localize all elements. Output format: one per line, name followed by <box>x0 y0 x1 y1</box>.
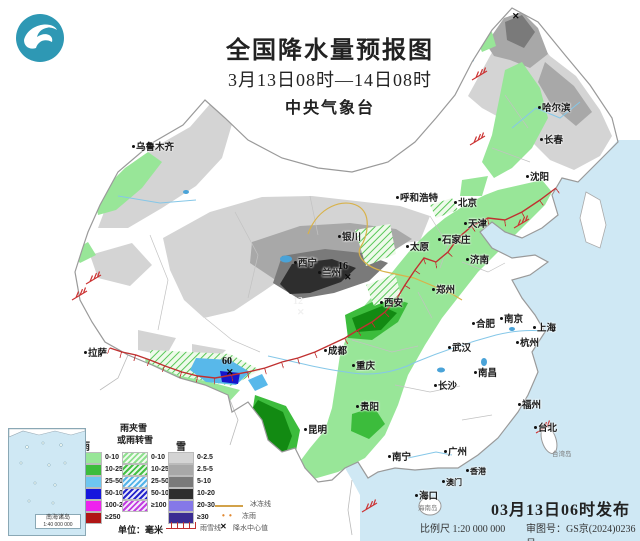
legend-range-label: 10-25 <box>105 466 123 473</box>
city-label: 天津 <box>464 220 487 231</box>
precip-center-value: 16 <box>338 261 348 272</box>
legend-header-snow: 雪 <box>176 442 186 453</box>
city-label: 太原 <box>406 243 429 254</box>
center-value-label: 降水中心值 <box>233 525 268 532</box>
legend-range-label: ≥30 <box>197 514 209 521</box>
city-label: 台北 <box>534 424 557 435</box>
city-label: 石家庄 <box>438 236 471 247</box>
precip-center-icon: ✕ <box>220 522 227 531</box>
south-china-sea-inset: 南海诸岛 1:40 000 000 <box>8 428 86 536</box>
city-label: 济南 <box>466 256 489 267</box>
freezing-rain-label: 冻雨 <box>242 513 256 520</box>
inset-caption: 南海诸岛 1:40 000 000 <box>35 514 81 530</box>
precip-center-value: 60 <box>222 356 232 367</box>
city-label: 澳门 <box>442 479 462 487</box>
island-label: 海南岛 <box>418 505 438 512</box>
freezing-rain-icon: • • <box>222 511 233 520</box>
legend-range-label: 0-10 <box>151 454 166 461</box>
legend-swatch <box>168 500 194 512</box>
city-label: 南京 <box>500 315 523 326</box>
city-label: 长沙 <box>434 382 457 393</box>
city-label: 银川 <box>338 233 361 244</box>
precip-center-icon: ✕ <box>226 367 234 377</box>
legend-swatch <box>168 476 194 488</box>
city-label: 拉萨 <box>84 349 107 360</box>
agency-name: 中央气象台 <box>284 100 375 117</box>
city-label: 杭州 <box>516 339 539 350</box>
legend-swatch <box>122 500 148 512</box>
legend-swatch <box>122 452 148 464</box>
precip-center-value: 12 <box>293 296 303 307</box>
inset-title: 南海诸岛 <box>45 515 70 521</box>
precip-center-icon: ✕ <box>297 307 305 317</box>
legend-range-label: ≥250 <box>105 514 121 521</box>
legend-swatch <box>168 464 194 476</box>
cma-logo-icon <box>16 14 64 62</box>
page-title: 全国降水量预报图 <box>226 38 434 64</box>
city-label: 长春 <box>540 136 563 147</box>
legend-unit: 单位：毫米 <box>118 525 164 535</box>
legend-range-label: 50-100 <box>105 490 127 497</box>
city-label: 海口 <box>415 492 438 503</box>
legend-range-label: 20-30 <box>197 502 215 509</box>
city-label: 呼和浩特 <box>396 194 438 205</box>
city-label: 昆明 <box>304 426 327 437</box>
freeze-line-icon <box>215 505 243 507</box>
city-label: 上海 <box>533 324 556 335</box>
legend-header-sleet: 或雨转雪 <box>117 435 154 445</box>
legend-range-label: 0-10 <box>105 454 120 461</box>
island-label: 台湾岛 <box>552 451 572 458</box>
legend-snow-column: 0-2.5 2.5-5 5-10 10-20 20-30 ≥30 <box>168 452 228 524</box>
city-label: 广州 <box>444 448 467 459</box>
city-label: 南昌 <box>474 369 497 380</box>
rain-snow-line-icon <box>166 522 196 529</box>
sea-area <box>345 140 640 541</box>
legend-sleet-column: 0-10 10-25 25-50 50-100 ≥100 <box>122 452 182 512</box>
precip-center-icon: ✕ <box>512 11 520 21</box>
legend-swatch <box>168 452 194 464</box>
city-label: 兰州 <box>318 269 341 280</box>
city-label: 合肥 <box>472 320 495 331</box>
legend-swatch <box>122 488 148 500</box>
legend-range-label: ≥100 <box>151 502 167 509</box>
map-approval-number: 审图号：GS京(2024)0236号 <box>526 524 636 541</box>
city-label: 香港 <box>466 468 486 476</box>
rain-snow-line-label: 雨雪线 <box>200 525 221 532</box>
city-label: 南宁 <box>388 453 411 464</box>
city-label: 武汉 <box>448 344 471 355</box>
inset-scale: 1:40 000 000 <box>43 522 73 529</box>
legend-range-label: 2.5-5 <box>197 466 213 473</box>
legend-range-label: 100-250 <box>105 502 131 509</box>
legend-swatch <box>122 464 148 476</box>
city-label: 哈尔滨 <box>538 104 571 115</box>
city-label: 沈阳 <box>526 173 549 184</box>
city-label: 乌鲁木齐 <box>132 143 174 154</box>
city-label: 成都 <box>324 347 347 358</box>
city-label: 福州 <box>518 401 541 412</box>
legend-range-label: 50-100 <box>151 490 173 497</box>
city-label: 重庆 <box>352 362 375 373</box>
legend-range-label: 10-20 <box>197 490 215 497</box>
city-label: 郑州 <box>432 286 455 297</box>
city-label: 西安 <box>380 299 403 310</box>
legend-range-label: 25-50 <box>105 478 123 485</box>
legend-swatch <box>122 476 148 488</box>
freeze-line-label: 冰冻线 <box>250 501 271 508</box>
legend-range-label: 5-10 <box>197 478 212 485</box>
city-label: 北京 <box>454 199 477 210</box>
map-scale: 比例尺 1:20 000 000 <box>420 524 506 535</box>
legend-range-label: 10-25 <box>151 466 169 473</box>
forecast-period: 3月13日08时—14日08时 <box>228 70 432 90</box>
issue-time: 03月13日06时发布 <box>490 502 630 519</box>
legend-range-label: 25-50 <box>151 478 169 485</box>
legend-range-label: 0-2.5 <box>197 454 213 461</box>
inset-map <box>9 429 85 519</box>
city-label: 西宁 <box>294 259 317 270</box>
legend-header-sleet: 雨夹雪 <box>120 423 148 433</box>
legend-swatch <box>168 488 194 500</box>
precip-center-icon: ✕ <box>344 272 352 282</box>
city-label: 贵阳 <box>356 403 379 414</box>
